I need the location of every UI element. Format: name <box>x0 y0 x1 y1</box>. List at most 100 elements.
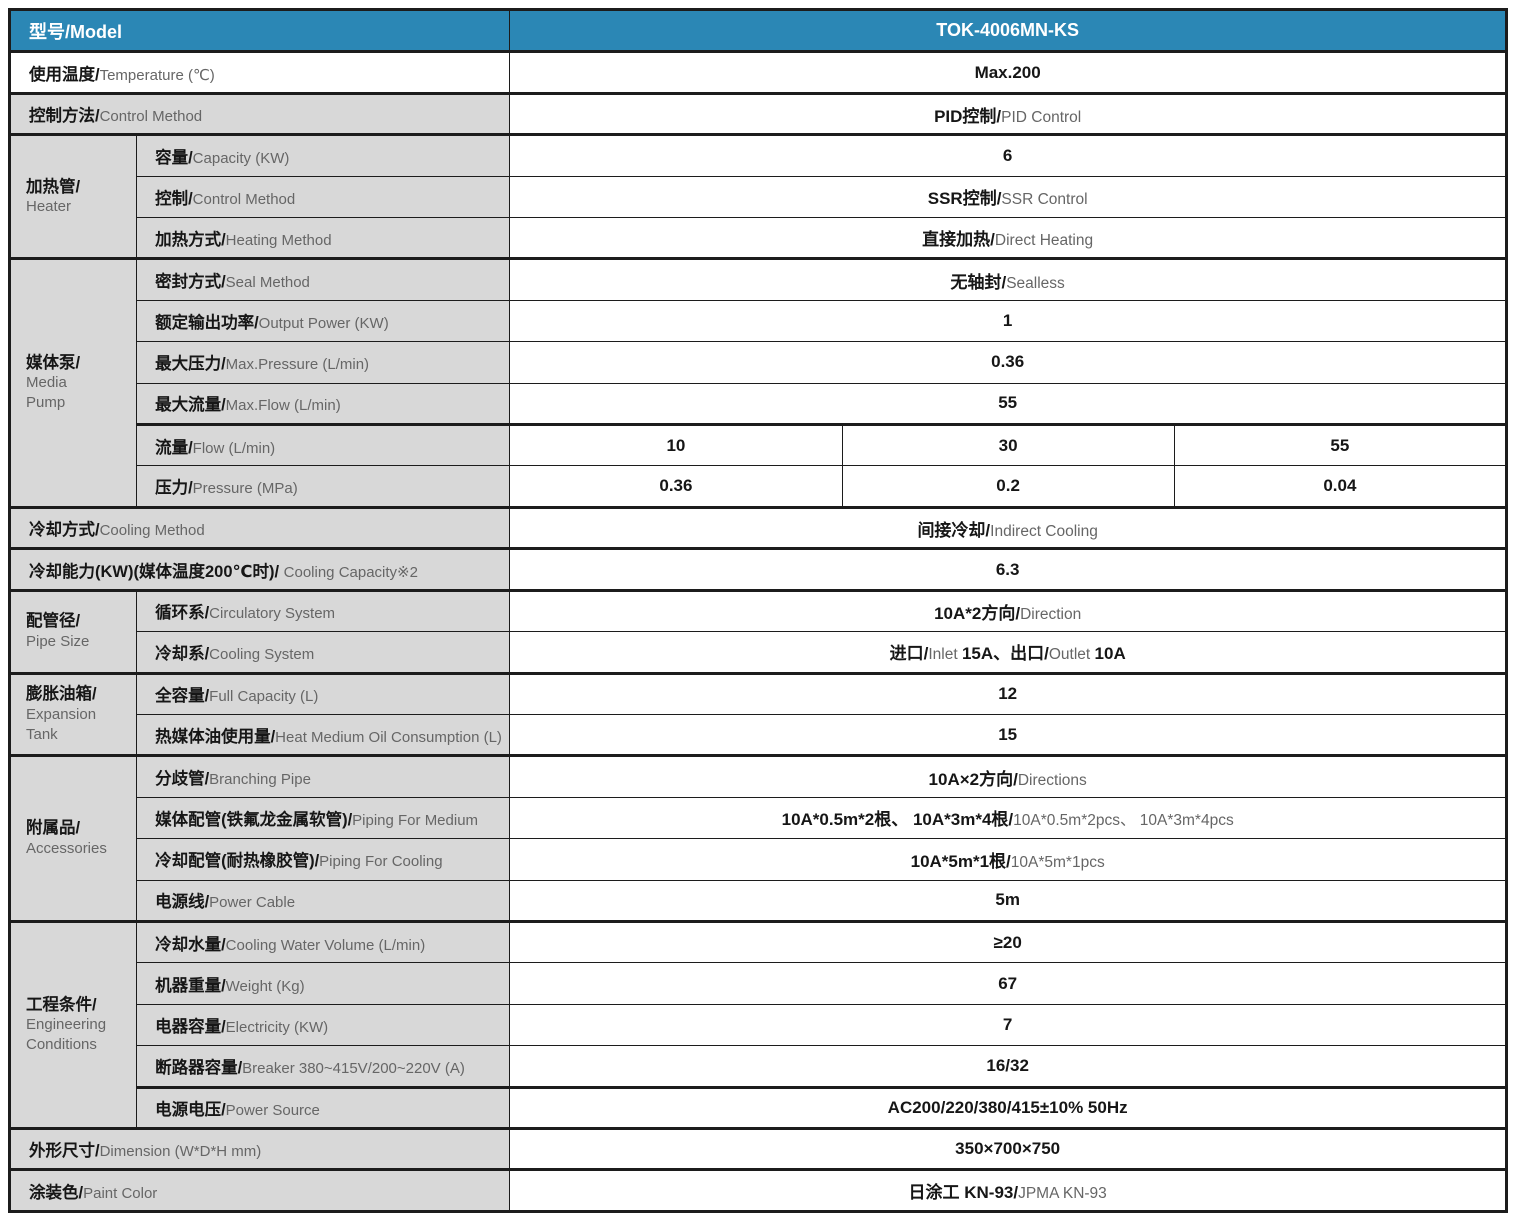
row-cooling-method: 冷却方式/Cooling Method 间接冷却/Indirect Cooling <box>8 505 1507 550</box>
label-paint-color: 涂装色/Paint Color <box>8 1168 511 1212</box>
value-cooling-capacity: 6.3 <box>509 547 1507 591</box>
label-eng-cooling-water: 冷却水量/Cooling Water Volume (L/min) <box>136 919 511 964</box>
value-heater-control: SSR控制/SSR Control <box>509 175 1507 219</box>
label-eng-power-source: 电源电压/Power Source <box>136 1085 511 1129</box>
seg-en: Flow (L/min) <box>192 439 276 457</box>
seg-en: Circulatory System <box>209 605 336 623</box>
value-acc-branching-pipe: 10A×2方向/Directions <box>509 754 1507 798</box>
seg-en: Power Cable <box>209 894 296 912</box>
row-pipe-circulatory: 配管径/Pipe Size 循环系/Circulatory System 10A*2… <box>8 588 1507 674</box>
seg-en: Max.Pressure (L/min) <box>225 356 370 374</box>
seg-zh: 10A*0.5m*2根、 10A*3m*4根/ <box>781 810 1014 830</box>
seg-en: Max.Flow (L/min) <box>225 397 341 415</box>
value-pump-output-power: 1 <box>509 299 1507 343</box>
row-pump-max-flow: 最大流量/Max.Flow (L/min) 55 <box>10 382 1507 426</box>
seg-zh: 使用温度/ <box>29 65 100 84</box>
seg-en: Cooling System <box>209 645 315 663</box>
seg-zh: 进口/ <box>889 644 929 664</box>
label-pump-max-pressure: 最大压力/Max.Pressure (L/min) <box>136 341 511 384</box>
row-heater-control: 控制/Control Method SSR控制/SSR Control <box>10 175 1507 219</box>
seg-zh: 直接加热/ <box>922 230 995 250</box>
row-pump-pressure: 压力/Pressure (MPa) 0.36 0.2 0.04 <box>10 465 1508 508</box>
row-paint-color: 涂装色/Paint Color 日涂工 KN-93/JPMA KN-93 <box>8 1168 1507 1212</box>
seg-en: Accessories <box>26 839 107 857</box>
group-label-pipe-size: 配管径/Pipe Size <box>8 588 138 674</box>
seg-en: Engineering Conditions <box>26 1016 107 1054</box>
spec-table-body: 型号/Model TOK-4006MN-KS 使用温度/Temperature … <box>8 8 1508 1212</box>
seg-en: Pressure (MPa) <box>192 480 298 498</box>
label-heater-heating-method: 加热方式/Heating Method <box>136 217 511 260</box>
value-temperature: Max.200 <box>509 50 1507 94</box>
row-tank-oil-consumption: 热媒体油使用量/Heat Medium Oil Consumption (L) 1… <box>10 713 1507 757</box>
seg-en: Cooling Water Volume (L/min) <box>225 936 426 954</box>
row-dimension: 外形尺寸/Dimension (W*D*H mm) 350×700×750 <box>8 1126 1507 1171</box>
seg-en: Directions <box>1017 771 1087 789</box>
seg-en: 10A*5m*1pcs <box>1010 853 1105 871</box>
seg-en: Direct Heating <box>994 232 1094 250</box>
seg-zh: 15 <box>998 724 1018 744</box>
seg-zh: 热媒体油使用量/ <box>155 727 276 746</box>
value-pump-pressure-1: 0.36 <box>509 465 843 508</box>
seg-en: Power Source <box>225 1101 320 1119</box>
row-cooling-capacity: 冷却能力(KW)(媒体温度200℃时)/ Cooling Capacity※2 6… <box>8 547 1507 591</box>
seg-zh: 出口/ <box>1010 644 1049 664</box>
seg-zh: 67 <box>998 973 1018 993</box>
seg-en: 10A*0.5m*2pcs、 10A*3m*4pcs <box>1013 812 1234 830</box>
seg-en: Pipe Size <box>26 632 90 650</box>
label-heater-control: 控制/Control Method <box>136 175 511 219</box>
seg-zh: 0.36 <box>659 476 693 496</box>
value-acc-piping-cooling: 10A*5m*1根/10A*5m*1pcs <box>509 838 1507 881</box>
row-acc-piping-medium: 媒体配管(铁氟龙金属软管)/Piping For Medium 10A*0.5m*… <box>10 796 1507 840</box>
row-eng-electricity: 电器容量/Electricity (KW) 7 <box>10 1003 1507 1047</box>
row-tank-full-capacity: 膨胀油箱/Expansion Tank 全容量/Full Capacity (L)… <box>8 671 1507 757</box>
label-acc-branching-pipe: 分歧管/Branching Pipe <box>136 754 511 798</box>
label-acc-piping-medium: 媒体配管(铁氟龙金属软管)/Piping For Medium <box>136 796 511 840</box>
seg-zh: 10 <box>666 435 686 455</box>
label-cooling-method: 冷却方式/Cooling Method <box>8 505 511 550</box>
seg-en: SSR Control <box>1001 191 1088 209</box>
value-pump-flow-1: 10 <box>509 423 843 467</box>
row-pipe-cooling-system: 冷却系/Cooling System 进口/Inlet 15A、出口/Outlet… <box>10 631 1507 674</box>
value-pump-pressure-3: 0.04 <box>1173 465 1508 508</box>
value-eng-cooling-water: ≥20 <box>509 919 1507 964</box>
seg-zh: 加热方式/ <box>155 230 226 249</box>
value-cooling-method: 间接冷却/Indirect Cooling <box>509 505 1507 550</box>
value-pipe-circulatory: 10A*2方向/Direction <box>509 588 1507 633</box>
seg-zh: 工程条件/ <box>26 995 97 1014</box>
seg-zh: 电源线/ <box>155 893 210 912</box>
seg-en: Breaker 380~415V/200~220V (A) <box>242 1059 465 1077</box>
seg-en: Indirect Cooling <box>990 522 1098 540</box>
seg-zh: 16/32 <box>986 1055 1029 1075</box>
seg-en: Full Capacity (L) <box>209 688 319 706</box>
value-pump-seal-method: 无轴封/Sealless <box>509 257 1507 301</box>
value-pump-max-flow: 55 <box>509 382 1507 426</box>
seg-zh: 350×700×750 <box>955 1139 1061 1159</box>
seg-en: Seal Method <box>225 274 310 292</box>
row-temperature: 使用温度/Temperature (℃) Max.200 <box>8 50 1507 94</box>
seg-zh: 15A、 <box>961 644 1011 664</box>
seg-en: Weight (Kg) <box>225 977 305 995</box>
value-eng-power-source: AC200/220/380/415±10% 50Hz <box>509 1085 1507 1129</box>
seg-hdr: 型号/Model <box>29 21 122 42</box>
seg-en: Cooling Capacity※2 <box>283 563 418 581</box>
group-label-expansion-tank: 膨胀油箱/Expansion Tank <box>8 671 138 757</box>
seg-zh: 30 <box>998 435 1018 455</box>
label-pump-seal-method: 密封方式/Seal Method <box>136 257 511 301</box>
seg-zh: 控制/ <box>155 189 193 208</box>
seg-zh: 6.3 <box>995 559 1020 579</box>
seg-en: Electricity (KW) <box>225 1018 329 1036</box>
seg-zh: 0.36 <box>991 352 1025 372</box>
row-pump-flow: 流量/Flow (L/min) 10 30 55 <box>10 423 1508 467</box>
seg-zh: 额定输出功率/ <box>155 314 259 333</box>
seg-zh: Max.200 <box>974 62 1041 82</box>
value-dimension: 350×700×750 <box>509 1126 1507 1171</box>
value-tank-full-capacity: 12 <box>509 671 1507 715</box>
row-eng-cooling-water: 工程条件/Engineering Conditions 冷却水量/Cooling … <box>8 919 1507 1129</box>
row-control-method: 控制方法/Control Method PID控制/PID Control <box>8 91 1507 136</box>
seg-zh: 0.2 <box>996 476 1020 496</box>
spec-sheet: 型号/Model TOK-4006MN-KS 使用温度/Temperature … <box>8 8 1508 1213</box>
seg-zh: 电源电压/ <box>155 1100 226 1119</box>
seg-en: Media Pump <box>26 374 67 412</box>
label-pump-max-flow: 最大流量/Max.Flow (L/min) <box>136 382 511 426</box>
label-pump-flow: 流量/Flow (L/min) <box>136 423 511 467</box>
